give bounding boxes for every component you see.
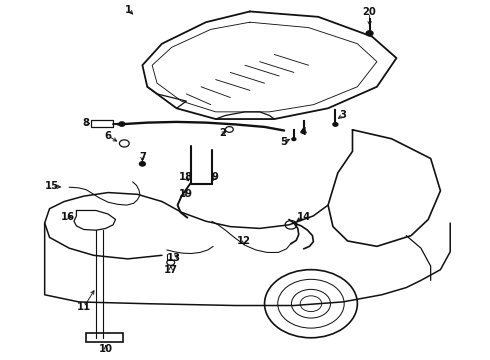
Text: 11: 11 xyxy=(76,302,91,312)
Text: 18: 18 xyxy=(178,172,193,182)
Text: 12: 12 xyxy=(237,236,251,246)
Bar xyxy=(91,121,113,127)
Text: 16: 16 xyxy=(61,212,75,221)
Text: 14: 14 xyxy=(296,212,311,221)
Text: 20: 20 xyxy=(363,7,376,17)
Bar xyxy=(86,333,123,342)
Text: 13: 13 xyxy=(167,253,181,263)
Circle shape xyxy=(292,138,296,140)
Text: 5: 5 xyxy=(281,137,288,147)
Circle shape xyxy=(302,131,306,134)
Text: 2: 2 xyxy=(220,129,226,138)
Text: 6: 6 xyxy=(105,131,112,141)
Text: 9: 9 xyxy=(211,172,218,182)
Text: 3: 3 xyxy=(339,111,346,121)
Circle shape xyxy=(333,123,338,126)
Text: 7: 7 xyxy=(139,152,146,162)
Text: 19: 19 xyxy=(178,189,193,199)
Text: 4: 4 xyxy=(299,127,306,136)
Text: 1: 1 xyxy=(125,5,132,15)
Circle shape xyxy=(119,122,125,126)
Text: 15: 15 xyxy=(45,181,59,192)
Text: 17: 17 xyxy=(164,265,178,275)
Circle shape xyxy=(140,162,146,166)
Text: 8: 8 xyxy=(83,118,90,128)
Text: 10: 10 xyxy=(99,344,113,354)
Circle shape xyxy=(366,31,373,36)
